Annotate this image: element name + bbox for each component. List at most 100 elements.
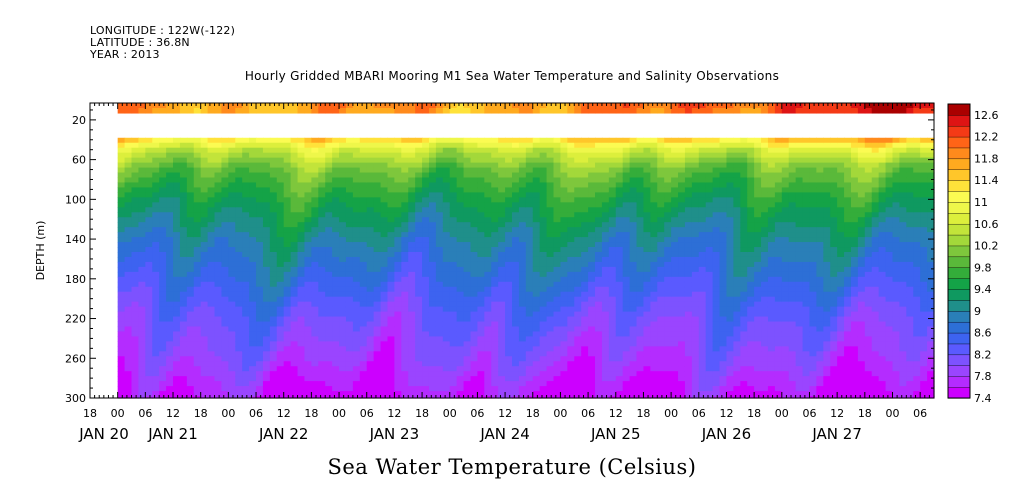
heatmap-cell [131,147,140,154]
heatmap-cell [629,237,638,243]
heatmap-cell [726,261,734,268]
heatmap-cell [484,311,492,318]
heatmap-cell [262,147,271,154]
heatmap-cell [373,336,382,342]
heatmap-cell [698,232,707,238]
heatmap-cell [117,152,126,159]
heatmap-cell [193,301,202,308]
heatmap-cell [304,142,312,149]
heatmap-cell [574,301,582,308]
heatmap-cell [235,152,243,159]
heatmap-cell [740,172,748,179]
heatmap-cell [373,177,382,184]
heatmap-cell [629,162,638,169]
heatmap-cell [691,316,700,323]
heatmap-cell [221,341,229,347]
heatmap-cell [477,227,485,233]
heatmap-cell [615,217,624,223]
heatmap-cell [428,316,437,323]
heatmap-cell [366,232,375,238]
heatmap-cell [179,371,188,377]
heatmap-cell [193,157,202,164]
heatmap-cell [657,217,665,223]
heatmap-cell [214,376,223,382]
heatmap-cell [601,207,610,213]
heatmap-cell [249,286,257,293]
heatmap-cell [138,346,146,352]
heatmap-cell [415,197,423,203]
heatmap-cell [505,276,513,283]
heatmap-cell [394,346,402,352]
heatmap-cell [332,237,340,243]
heatmap-cell [138,207,146,213]
heatmap-cell [131,162,140,169]
heatmap-cell [698,291,707,298]
heatmap-cell [311,361,319,367]
heatmap-cell [221,251,229,258]
heatmap-cell [159,381,167,387]
heatmap-cell [428,217,437,223]
heatmap-cell [491,391,499,397]
heatmap-cell [553,301,562,308]
heatmap-cell [262,192,271,198]
heatmap-cell [387,326,395,333]
heatmap-cell [401,157,409,164]
heatmap-cell [684,107,693,114]
heatmap-cell [131,376,140,382]
heatmap-cell [311,321,319,328]
heatmap-cell [456,162,465,169]
heatmap-cell [401,217,409,223]
heatmap-cell [574,266,582,273]
heatmap-cell [733,256,741,263]
heatmap-cell [491,147,499,154]
heatmap-cell [581,251,589,258]
heatmap-cell [297,281,306,288]
heatmap-cell [173,351,181,357]
heatmap-cell [290,296,299,303]
heatmap-cell [352,291,361,298]
heatmap-cell [373,202,382,208]
heatmap-cell [297,103,306,109]
heatmap-cell [691,271,700,278]
heatmap-cell [235,286,243,293]
heatmap-cell [124,237,133,243]
heatmap-cell [325,242,333,248]
heatmap-cell [671,306,679,313]
heatmap-cell [359,346,368,352]
heatmap-cell [262,222,271,228]
heatmap-cell [712,266,721,273]
heatmap-cell [235,371,243,377]
heatmap-cell [242,137,250,144]
heatmap-cell [560,321,568,328]
heatmap-cell [394,256,402,263]
heatmap-cell [262,341,271,347]
heatmap-cell [449,331,458,338]
heatmap-cell [269,341,278,347]
heatmap-cell [173,227,181,233]
heatmap-cell [532,371,541,377]
heatmap-cell [415,316,423,323]
heatmap-cell [152,157,160,164]
heatmap-cell [138,227,146,233]
heatmap-cell [345,207,354,213]
heatmap-cell [138,103,146,109]
heatmap-cell [304,361,312,367]
heatmap-cell [470,212,479,218]
heatmap-cell [283,182,292,189]
heatmap-cell [546,251,555,258]
heatmap-cell [512,152,520,159]
heatmap-cell [574,142,582,149]
heatmap-cell [380,366,389,372]
heatmap-cell [394,227,402,233]
heatmap-cell [318,321,326,328]
heatmap-cell [477,336,485,342]
heatmap-cell [705,326,714,333]
heatmap-cell [394,386,402,392]
heatmap-cell [311,167,319,174]
heatmap-cell [684,281,693,288]
heatmap-cell [532,222,541,228]
heatmap-cell [636,261,645,268]
heatmap-cell [200,157,209,164]
heatmap-cell [117,396,126,399]
heatmap-cell [588,237,596,243]
